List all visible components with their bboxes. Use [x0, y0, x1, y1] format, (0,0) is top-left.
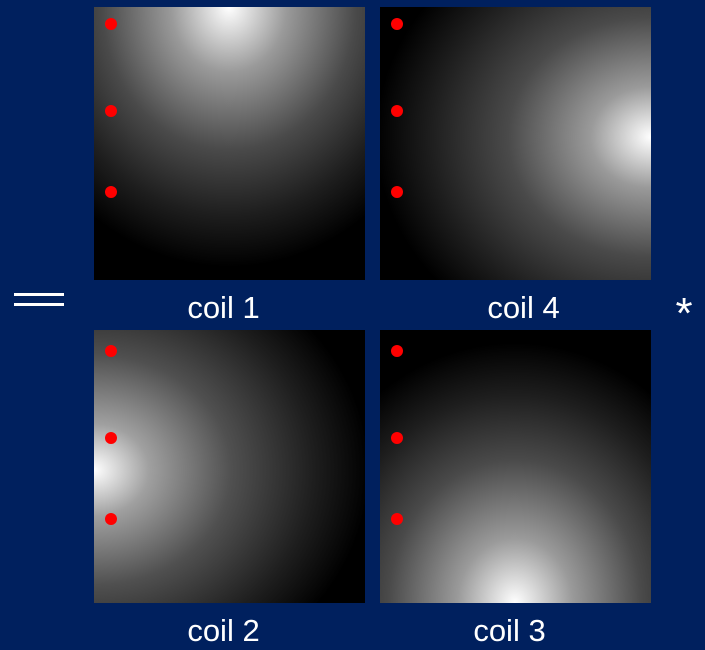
coil-4-label: coil 4 [487, 290, 560, 325]
sample-point-marker [105, 18, 117, 30]
equals-sign [14, 287, 64, 311]
coil-2-label: coil 2 [187, 613, 260, 648]
sample-point-marker [391, 513, 403, 525]
coil-3-sensitivity-map [380, 330, 651, 603]
coil-1-sensitivity-map [94, 7, 365, 280]
sample-point-marker [391, 186, 403, 198]
sample-point-marker [105, 432, 117, 444]
sample-point-marker [391, 432, 403, 444]
sample-point-marker [391, 105, 403, 117]
sample-point-marker [105, 105, 117, 117]
coil-3-label: coil 3 [473, 613, 546, 648]
equals-bar-bottom [14, 303, 64, 306]
sample-point-marker [391, 18, 403, 30]
multiply-operator: * [675, 289, 693, 338]
sample-point-marker [105, 345, 117, 357]
equals-bar-top [14, 293, 64, 296]
sample-point-marker [105, 186, 117, 198]
sample-point-marker [391, 345, 403, 357]
coil-1-label: coil 1 [187, 290, 260, 325]
coil-2-sensitivity-map [94, 330, 365, 603]
coil-4-sensitivity-map [380, 7, 651, 280]
sample-point-marker [105, 513, 117, 525]
